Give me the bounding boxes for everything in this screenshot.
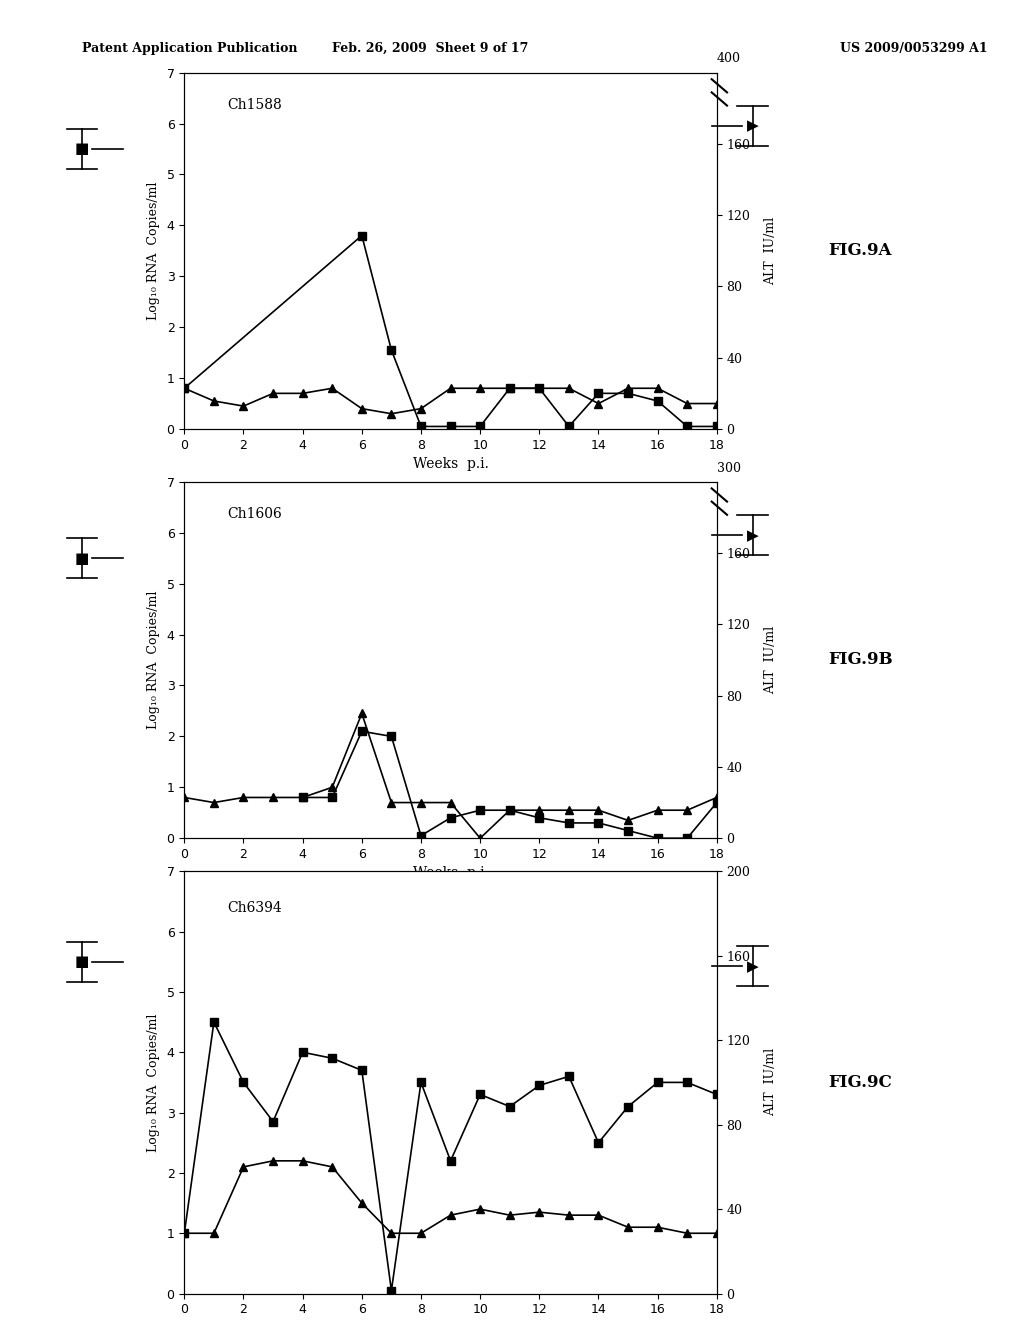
Text: Ch6394: Ch6394 <box>227 900 282 915</box>
Y-axis label: ALT  IU/ml: ALT IU/ml <box>764 216 777 285</box>
Text: US 2009/0053299 A1: US 2009/0053299 A1 <box>840 42 987 55</box>
Text: 400: 400 <box>717 53 740 66</box>
Text: FIG.9B: FIG.9B <box>827 652 893 668</box>
Text: ▶: ▶ <box>746 528 759 543</box>
Text: FIG.9A: FIG.9A <box>828 243 892 259</box>
Text: Ch1588: Ch1588 <box>227 98 282 112</box>
Text: ■: ■ <box>75 954 89 969</box>
X-axis label: Weeks  p.i.: Weeks p.i. <box>413 866 488 880</box>
Y-axis label: Log₁₀ RNA  Copies/ml: Log₁₀ RNA Copies/ml <box>146 182 160 319</box>
Text: Ch1606: Ch1606 <box>227 507 282 521</box>
X-axis label: Weeks  p.i.: Weeks p.i. <box>413 457 488 471</box>
Text: ▶: ▶ <box>746 958 759 974</box>
Y-axis label: Log₁₀ RNA  Copies/ml: Log₁₀ RNA Copies/ml <box>146 591 160 729</box>
Text: 300: 300 <box>717 462 740 475</box>
Y-axis label: Log₁₀ RNA  Copies/ml: Log₁₀ RNA Copies/ml <box>146 1014 160 1151</box>
Y-axis label: ALT  IU/ml: ALT IU/ml <box>764 1048 777 1117</box>
Text: ■: ■ <box>75 550 89 566</box>
Text: Patent Application Publication: Patent Application Publication <box>82 42 297 55</box>
Text: Feb. 26, 2009  Sheet 9 of 17: Feb. 26, 2009 Sheet 9 of 17 <box>332 42 528 55</box>
Text: FIG.9C: FIG.9C <box>828 1074 892 1090</box>
Text: ■: ■ <box>75 141 89 157</box>
Y-axis label: ALT  IU/ml: ALT IU/ml <box>764 626 777 694</box>
Text: ▶: ▶ <box>746 119 759 133</box>
